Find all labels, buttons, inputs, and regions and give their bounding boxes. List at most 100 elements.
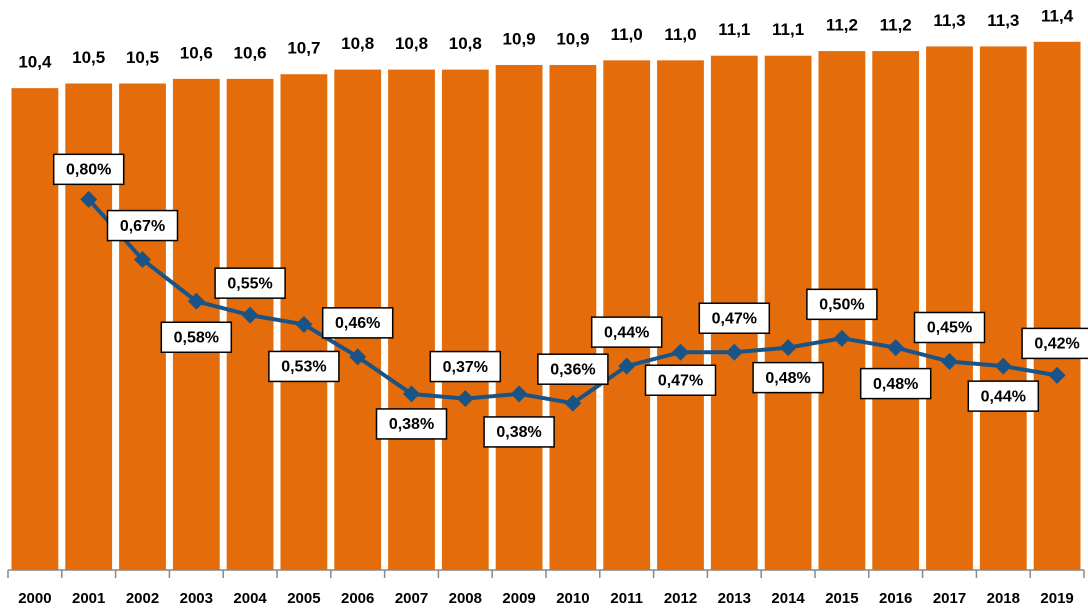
bar-value-label: 10,7	[287, 39, 320, 58]
line-marker	[833, 329, 851, 347]
line-value-text: 0,48%	[873, 376, 918, 393]
bar	[603, 60, 651, 570]
bar-value-label: 10,4	[18, 53, 52, 72]
label-box	[483, 416, 555, 448]
line-value-label: 0,46%	[321, 307, 394, 339]
bar	[388, 69, 435, 570]
x-tick-label: 2002	[126, 590, 159, 607]
x-tick-label: 2010	[556, 590, 589, 607]
bar	[872, 51, 920, 571]
line-marker	[725, 343, 743, 361]
x-tick-label: 2003	[180, 590, 213, 607]
line-marker	[134, 251, 151, 269]
label-box	[913, 311, 986, 344]
bar	[441, 69, 489, 570]
line-value-text: 0,38%	[496, 424, 541, 441]
line-marker	[295, 315, 313, 333]
label-box	[429, 350, 502, 383]
x-tick-label: 2009	[502, 590, 535, 607]
line-value-text: 0,45%	[927, 320, 972, 337]
label-box	[160, 321, 233, 354]
line-marker	[941, 353, 958, 370]
line-marker	[241, 306, 259, 324]
line-marker	[672, 343, 689, 361]
bar-value-label: 10,6	[180, 43, 213, 62]
line-value-text: 0,47%	[658, 372, 703, 389]
line-value-text: 0,53%	[281, 359, 326, 376]
label-box	[752, 361, 824, 394]
bar-value-label: 10,8	[449, 34, 482, 53]
label-box	[321, 307, 394, 339]
line-marker	[456, 390, 474, 408]
line-value-text: 0,58%	[174, 329, 219, 346]
bar-value-label: 10,8	[395, 34, 428, 53]
line-value-text: 0,46%	[335, 315, 380, 332]
bar-value-label: 11,4	[1041, 6, 1074, 25]
line-value-text: 0,42%	[1034, 336, 1079, 353]
label-box	[806, 288, 878, 321]
line-value-label: 0,44%	[967, 380, 1040, 412]
line-value-label: 0,42%	[1021, 327, 1088, 360]
bar-value-label: 10,5	[126, 48, 159, 67]
line-value-text: 0,44%	[604, 324, 649, 341]
x-tick-label: 2000	[18, 590, 51, 607]
bar	[119, 83, 166, 570]
bar-value-label: 11,1	[772, 20, 804, 39]
line-value-label: 0,55%	[214, 267, 286, 299]
label-box	[859, 367, 932, 400]
x-tick-label: 2016	[879, 590, 912, 607]
bar	[979, 46, 1027, 570]
line-value-label: 0,80%	[52, 153, 125, 186]
bar-value-label: 10,6	[234, 43, 267, 62]
line-value-label: 0,58%	[160, 321, 233, 354]
x-tick-label: 2018	[987, 590, 1020, 607]
line-value-label: 0,50%	[806, 288, 878, 321]
line-value-text: 0,47%	[712, 310, 757, 327]
line-value-label: 0,44%	[590, 316, 663, 348]
line-marker	[887, 339, 905, 357]
label-box	[537, 353, 609, 385]
label-box	[1021, 327, 1088, 360]
bar	[657, 60, 704, 570]
x-tick-label: 2007	[395, 590, 428, 607]
line-value-label: 0,38%	[483, 416, 555, 448]
line-marker	[187, 292, 205, 310]
bar-value-label: 11,3	[987, 11, 1019, 30]
line-marker	[564, 394, 582, 412]
line-value-label: 0,67%	[106, 209, 179, 242]
line-value-label: 0,48%	[752, 361, 824, 394]
x-tick-label: 2013	[718, 590, 751, 607]
bar-value-label: 11,2	[826, 16, 858, 35]
line-value-text: 0,36%	[550, 361, 595, 378]
label-box	[268, 350, 340, 383]
line-value-label: 0,45%	[913, 311, 986, 344]
bar-value-label: 10,9	[503, 29, 536, 48]
bar-value-label: 10,9	[556, 29, 589, 48]
line-value-label: 0,38%	[375, 408, 448, 440]
x-tick-label: 2008	[449, 590, 482, 607]
line-marker	[510, 385, 528, 403]
x-tick-label: 2011	[610, 590, 643, 607]
bar-value-label: 11,1	[718, 20, 750, 39]
line-marker	[80, 190, 98, 208]
bar-value-label: 10,5	[72, 48, 105, 67]
x-tick-label: 2014	[771, 590, 805, 607]
line-marker	[618, 357, 636, 375]
bar	[764, 55, 812, 570]
line-marker	[403, 385, 420, 403]
bar	[11, 88, 59, 570]
bar	[549, 64, 597, 570]
bar	[495, 64, 543, 570]
label-box	[644, 364, 717, 396]
line-value-label: 0,48%	[859, 367, 932, 400]
line-value-label: 0,47%	[698, 302, 771, 334]
bar	[1033, 41, 1081, 571]
x-tick-label: 2015	[825, 590, 858, 607]
bar-value-label: 11,0	[664, 25, 696, 44]
line-value-text: 0,38%	[389, 416, 434, 433]
line-marker	[994, 357, 1012, 375]
line-value-text: 0,44%	[981, 388, 1026, 405]
line-value-label: 0,37%	[429, 350, 502, 383]
label-box	[590, 316, 663, 348]
